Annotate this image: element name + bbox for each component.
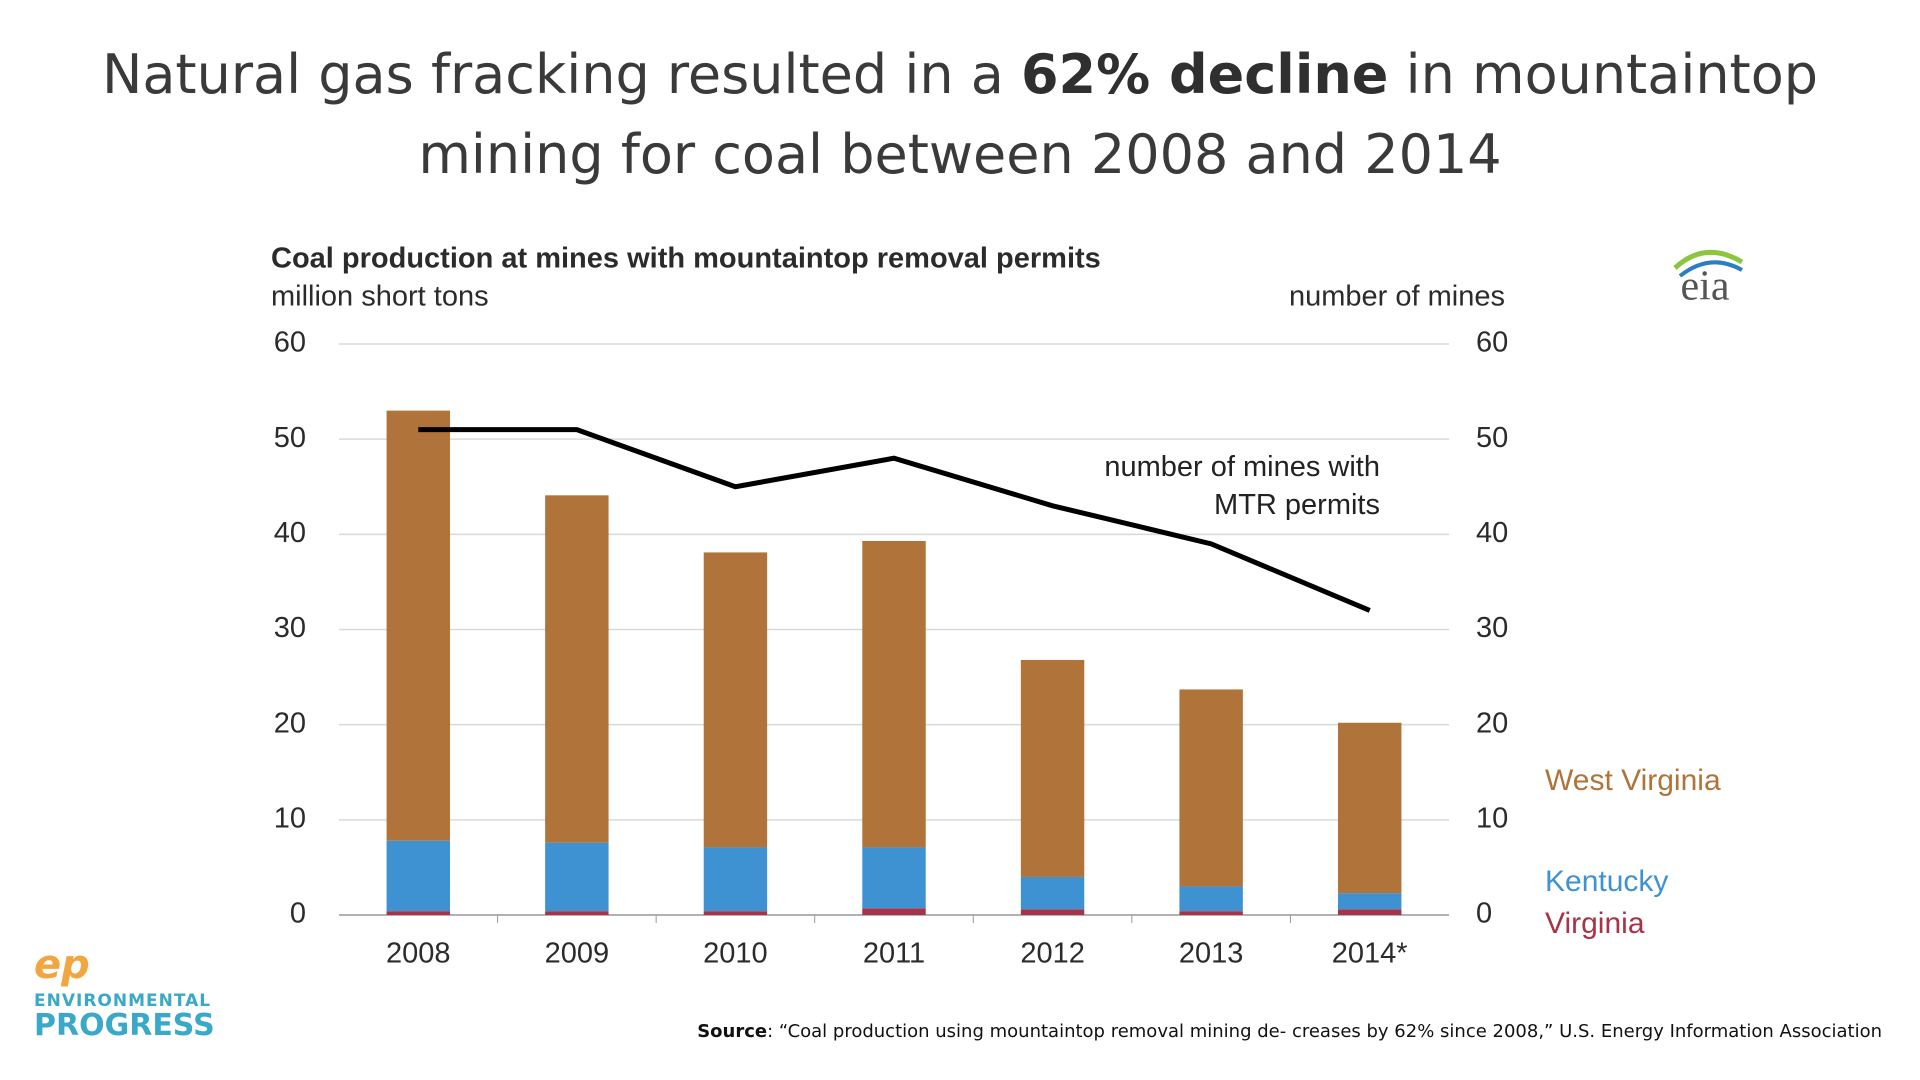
y2-tick-label: 20 bbox=[1476, 707, 1508, 739]
bar-segment bbox=[1179, 911, 1243, 915]
logo-icon: ep bbox=[34, 942, 90, 988]
title-part: in mountaintop mining for coal between 2… bbox=[418, 43, 1819, 186]
x-tick-label: 2008 bbox=[386, 938, 451, 970]
x-tick-label: 2009 bbox=[545, 938, 610, 970]
title-part: Natural gas fracking resulted in a bbox=[101, 43, 1021, 106]
bar-segment bbox=[703, 847, 768, 912]
bar-segment bbox=[386, 911, 450, 915]
bar-segment bbox=[703, 552, 768, 848]
y2-axis-label: number of mines bbox=[1289, 281, 1505, 313]
x-tick-label: 2013 bbox=[1179, 938, 1244, 970]
bar-segment bbox=[1338, 893, 1402, 910]
bar-segment bbox=[386, 410, 450, 841]
eia-arc bbox=[1678, 260, 1743, 278]
bar-segment bbox=[1020, 876, 1085, 910]
bar-segment bbox=[1179, 886, 1243, 912]
source: Source: “Coal production using mountaint… bbox=[697, 1021, 1882, 1042]
y-tick-label: 60 bbox=[274, 327, 306, 359]
y-tick-label: 20 bbox=[274, 707, 306, 739]
bar-segment bbox=[1020, 909, 1085, 915]
bar-segment bbox=[1338, 722, 1402, 894]
x-tick-label: 2014* bbox=[1332, 938, 1408, 970]
y2-tick-label: 60 bbox=[1476, 327, 1508, 359]
ep-logo: ep ENVIRONMENTAL PROGRESS bbox=[34, 945, 215, 1041]
logo-text: PROGRESS bbox=[34, 1008, 215, 1043]
bar-segment bbox=[703, 911, 768, 915]
logo-text: ENVIRONMENTAL bbox=[34, 991, 212, 1011]
title-bold: 62% decline bbox=[1020, 43, 1389, 106]
bar-segment bbox=[862, 908, 926, 915]
line-annotation: number of mines with MTR permits bbox=[1104, 451, 1380, 521]
bar-segment bbox=[1179, 689, 1243, 887]
bar-segment bbox=[862, 847, 926, 909]
y-tick-label: 40 bbox=[274, 517, 306, 549]
y2-tick-label: 50 bbox=[1476, 422, 1508, 454]
y2-tick-label: 40 bbox=[1476, 517, 1508, 549]
bar-segment bbox=[545, 495, 609, 843]
y-axis-label: million short tons bbox=[271, 281, 489, 313]
bar-segment bbox=[1338, 909, 1402, 915]
legend-label: Virginia bbox=[1545, 907, 1645, 940]
y2-tick-label: 30 bbox=[1476, 612, 1508, 644]
eia-logo: eia bbox=[1681, 264, 1730, 310]
x-tick-label: 2011 bbox=[863, 938, 925, 970]
y-tick-label: 10 bbox=[274, 802, 306, 834]
slide-title: Natural gas fracking resulted in a 62% d… bbox=[60, 35, 1860, 195]
bar-segment bbox=[862, 540, 926, 848]
x-tick-label: 2012 bbox=[1020, 938, 1085, 970]
source-label: Source bbox=[697, 1021, 768, 1042]
y-tick-label: 50 bbox=[274, 422, 306, 454]
bar-segment bbox=[545, 911, 609, 915]
eia-arc bbox=[1673, 249, 1744, 270]
y2-tick-label: 0 bbox=[1476, 898, 1492, 930]
bar-segment bbox=[1020, 659, 1085, 877]
legend-label: West Virginia bbox=[1545, 764, 1721, 797]
y2-tick-label: 10 bbox=[1476, 802, 1508, 834]
legend-label: Kentucky bbox=[1545, 865, 1668, 898]
bar-segment bbox=[386, 840, 450, 912]
y-tick-label: 30 bbox=[274, 612, 306, 644]
x-tick-label: 2010 bbox=[703, 938, 768, 970]
source-text: : “Coal production using mountaintop rem… bbox=[767, 1021, 1882, 1042]
line bbox=[418, 427, 1371, 613]
y-tick-label: 0 bbox=[290, 898, 306, 930]
chart-title: Coal production at mines with mountainto… bbox=[271, 243, 1101, 275]
bar-segment bbox=[545, 842, 609, 912]
